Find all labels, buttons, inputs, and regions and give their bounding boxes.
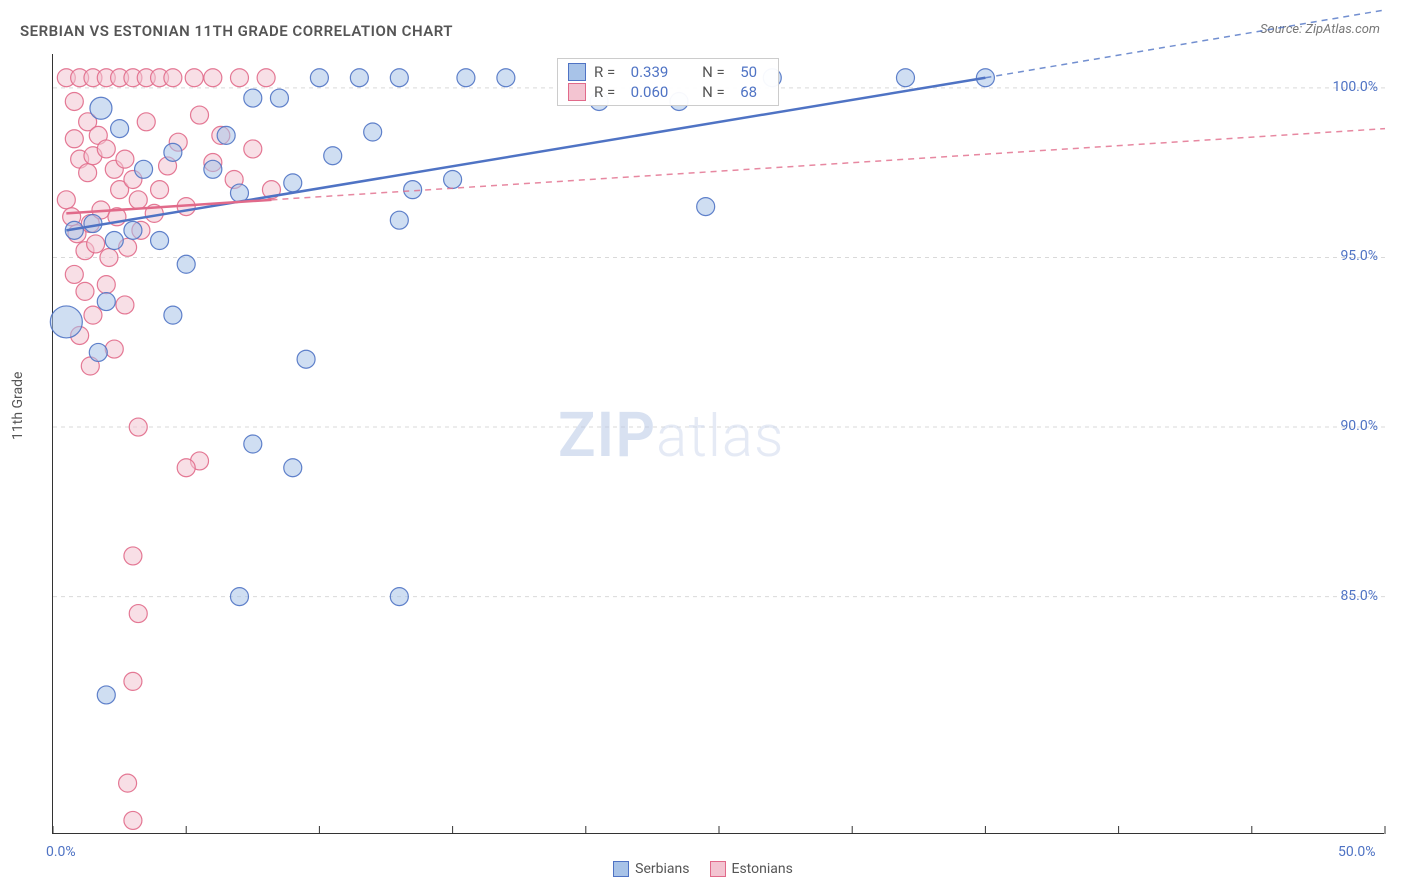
legend-bottom: Serbians Estonians: [0, 861, 1406, 877]
stats-r-value: 0.060: [631, 83, 687, 101]
x-tick-label: 0.0%: [46, 844, 76, 860]
plot-area: ZIPatlas R = 0.339 N = 50R = 0.060 N = 6…: [52, 54, 1384, 834]
legend-label: Estonians: [732, 861, 793, 877]
legend-swatch: [613, 861, 629, 877]
y-tick-label: 85.0%: [1324, 588, 1378, 604]
x-tick-label: 50.0%: [1338, 844, 1376, 860]
chart-container: SERBIAN VS ESTONIAN 11TH GRADE CORRELATI…: [0, 0, 1406, 892]
stats-row: R = 0.060 N = 68: [568, 83, 768, 101]
stats-n-label: N =: [695, 63, 733, 81]
stats-n-value: 50: [740, 63, 768, 81]
plot-svg: [53, 54, 1385, 834]
stats-swatch: [568, 83, 586, 101]
stats-r-value: 0.339: [631, 63, 687, 81]
stats-r-label: R =: [594, 63, 623, 81]
stats-n-value: 68: [740, 83, 768, 101]
y-tick-label: 90.0%: [1324, 418, 1378, 434]
y-tick-label: 100.0%: [1324, 79, 1378, 95]
stats-n-label: N =: [695, 83, 733, 101]
chart-title: SERBIAN VS ESTONIAN 11TH GRADE CORRELATI…: [20, 22, 453, 40]
legend-label: Serbians: [635, 861, 689, 877]
y-axis-label: 11th Grade: [10, 372, 26, 440]
stats-row: R = 0.339 N = 50: [568, 63, 768, 81]
stats-r-label: R =: [594, 83, 623, 101]
source-attribution: Source: ZipAtlas.com: [1260, 22, 1380, 37]
legend-item: Serbians: [613, 861, 689, 877]
stats-legend-box: R = 0.339 N = 50R = 0.060 N = 68: [557, 58, 779, 106]
y-tick-label: 95.0%: [1324, 248, 1378, 264]
legend-item: Estonians: [710, 861, 793, 877]
legend-swatch: [710, 861, 726, 877]
stats-swatch: [568, 63, 586, 81]
